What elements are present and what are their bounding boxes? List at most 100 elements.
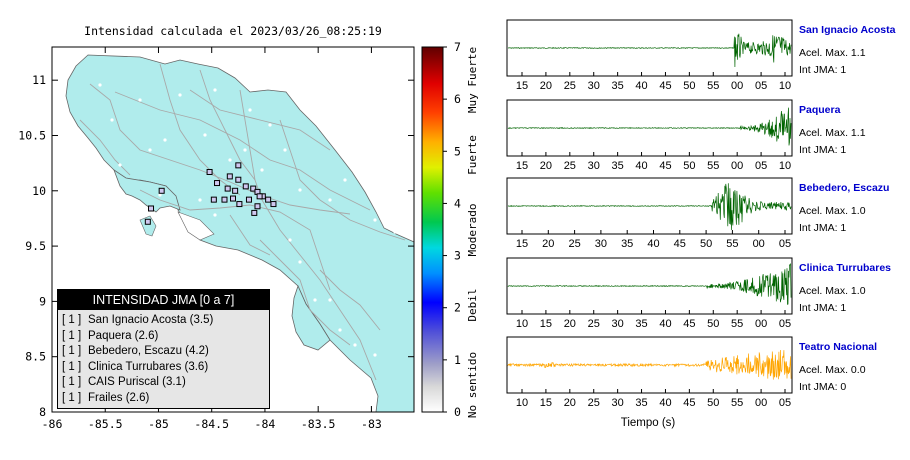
colorbar-tick-label: 3: [454, 249, 461, 263]
waveform-tick-label: 35: [612, 160, 624, 172]
waveform-tick-label: 50: [683, 160, 695, 172]
waveform-tick-label: 15: [540, 318, 552, 330]
map-frame: [51, 46, 415, 413]
waveform-tick-label: 15: [516, 160, 528, 172]
legend-row-level: [ 1 ]: [62, 360, 82, 373]
station-marker: [226, 173, 233, 180]
waveform-tick-label: 00: [755, 318, 767, 330]
waveform-tick-label: 40: [647, 238, 659, 250]
legend-row-text: Paquera (2.6): [88, 329, 159, 342]
station-int-jma: Int JMA: 1: [799, 64, 847, 76]
waveform-tick-label: 05: [779, 238, 791, 250]
legend-row: [ 1 ] CAIS Puriscal (3.1): [58, 375, 269, 391]
city-dots: [98, 83, 397, 357]
station-int-jma: Int JMA: 0: [799, 381, 847, 393]
station-marker: [251, 209, 258, 216]
station-marker: [265, 196, 272, 203]
waveform-tick-label: 35: [635, 397, 647, 409]
city-dot: [338, 328, 342, 332]
intensity-legend: INTENSIDAD JMA [0 a 7] [ 1 ] San Ignacio …: [57, 289, 270, 409]
map-axes: -86 -85.5 -85 -84.5 -84 -83.5 -83 11 10.5 10 9.5 9 8…: [18, 47, 414, 431]
waveform-tick-label: 20: [540, 160, 552, 172]
legend-row-text: San Ignacio Acosta (3.5): [88, 314, 214, 326]
station-name: Clinica Turrubares: [799, 262, 891, 274]
city-dot: [228, 158, 232, 162]
station-label-block: Clinica Turrubares Acel. Max. 1.0 Int JMA:…: [799, 262, 891, 314]
city-dot: [313, 298, 317, 302]
station-marker: [148, 205, 155, 212]
waveform-tick-label: 45: [674, 238, 686, 250]
waveform-tick-label: 05: [755, 80, 767, 92]
waveform-tick-label: 55: [726, 238, 738, 250]
y-tick-label: 11: [32, 73, 46, 87]
waveform-tick-label: 15: [516, 238, 528, 250]
station-acel-max: Acel. Max. 0.0: [799, 364, 866, 376]
waveform-tick-label: 40: [635, 160, 647, 172]
city-dot: [393, 230, 397, 234]
waveform-tick-label: 20: [542, 238, 554, 250]
colorbar-category-label: Debil: [466, 288, 479, 321]
waveform-tick-label: 35: [612, 80, 624, 92]
y-tick-label: 10.5: [18, 128, 46, 142]
y-tick-label: 8: [39, 405, 46, 419]
station-label-block: San Ignacio Acosta Acel. Max. 1.1 Int JMA:…: [799, 24, 895, 76]
station-marker: [254, 203, 261, 210]
x-tick-label: -84: [255, 417, 276, 431]
city-dot: [353, 343, 357, 347]
waveform-tick-label: 00: [731, 80, 743, 92]
waveform-tick-label: 45: [659, 160, 671, 172]
waveform-tick-label: 30: [588, 160, 600, 172]
x-tick-label: -83: [361, 417, 382, 431]
waveform-panel: 10 15 20 25 30 35 40 45 50 55 00 05: [506, 336, 793, 409]
station-marker: [144, 218, 151, 225]
waveform-tick-label: 35: [621, 238, 633, 250]
colorbar-category-label: Moderado: [466, 204, 479, 257]
station-marker: [236, 201, 243, 208]
waveform-tick-label: 50: [707, 318, 719, 330]
legend-title: INTENSIDAD JMA [0 a 7]: [58, 290, 269, 310]
station-name: Paquera: [799, 104, 841, 116]
waveform-tick-label: 35: [635, 318, 647, 330]
station-int-jma: Int JMA: 1: [799, 222, 847, 234]
waveform-tick-label: 25: [588, 397, 600, 409]
station-acel-max: Acel. Max. 1.1: [799, 47, 866, 59]
legend-rows: [ 1 ] San Ignacio Acosta (3.5) [ 1 ] Paquer…: [58, 310, 269, 406]
colorbar-tick-label: 0: [454, 405, 461, 419]
station-int-jma: Int JMA: 1: [799, 144, 847, 156]
station-markers: [144, 162, 277, 225]
station-name: Bebedero, Escazu: [799, 182, 890, 194]
waveform-trace: [507, 262, 792, 305]
station-marker: [270, 201, 277, 208]
y-tick-label: 8.5: [25, 350, 46, 364]
station-marker: [158, 187, 165, 194]
waveform-trace: [507, 349, 792, 380]
legend-row-text: Frailes (2.6): [88, 391, 150, 404]
station-name: San Ignacio Acosta: [799, 24, 896, 36]
city-dot: [343, 178, 347, 182]
legend-row: [ 1 ] Clinica Turrubares (3.6): [58, 360, 269, 376]
city-dot: [328, 198, 332, 202]
station-marker: [232, 187, 239, 194]
x-tick-label: -85.5: [88, 417, 123, 431]
waveform-tick-label: 10: [516, 318, 528, 330]
waveform-trace: [508, 33, 792, 68]
station-marker: [210, 196, 217, 203]
city-dot: [138, 98, 142, 102]
waveform-tick-label: 10: [516, 397, 528, 409]
station-marker: [250, 185, 257, 192]
time-axis-label: Tiempo (s): [621, 417, 676, 429]
colorbar-gradient: [421, 46, 444, 413]
waveform-tick-label: 55: [707, 80, 719, 92]
city-dot: [268, 123, 272, 127]
waveform-tick-label: 30: [612, 397, 624, 409]
legend-row-level: [ 1 ]: [62, 391, 82, 404]
road-network: [79, 63, 406, 381]
city-dot: [98, 83, 102, 87]
map-title: Intensidad calculada el 2023/03/26_08:25…: [84, 24, 382, 38]
colorbar-tick-label: 2: [454, 301, 461, 315]
nicoya-gulf: [177, 211, 215, 241]
city-dot: [288, 238, 292, 242]
gulf-of-nicoya-point: [139, 215, 157, 237]
legend-row-text: Clinica Turrubares (3.6): [88, 360, 209, 373]
